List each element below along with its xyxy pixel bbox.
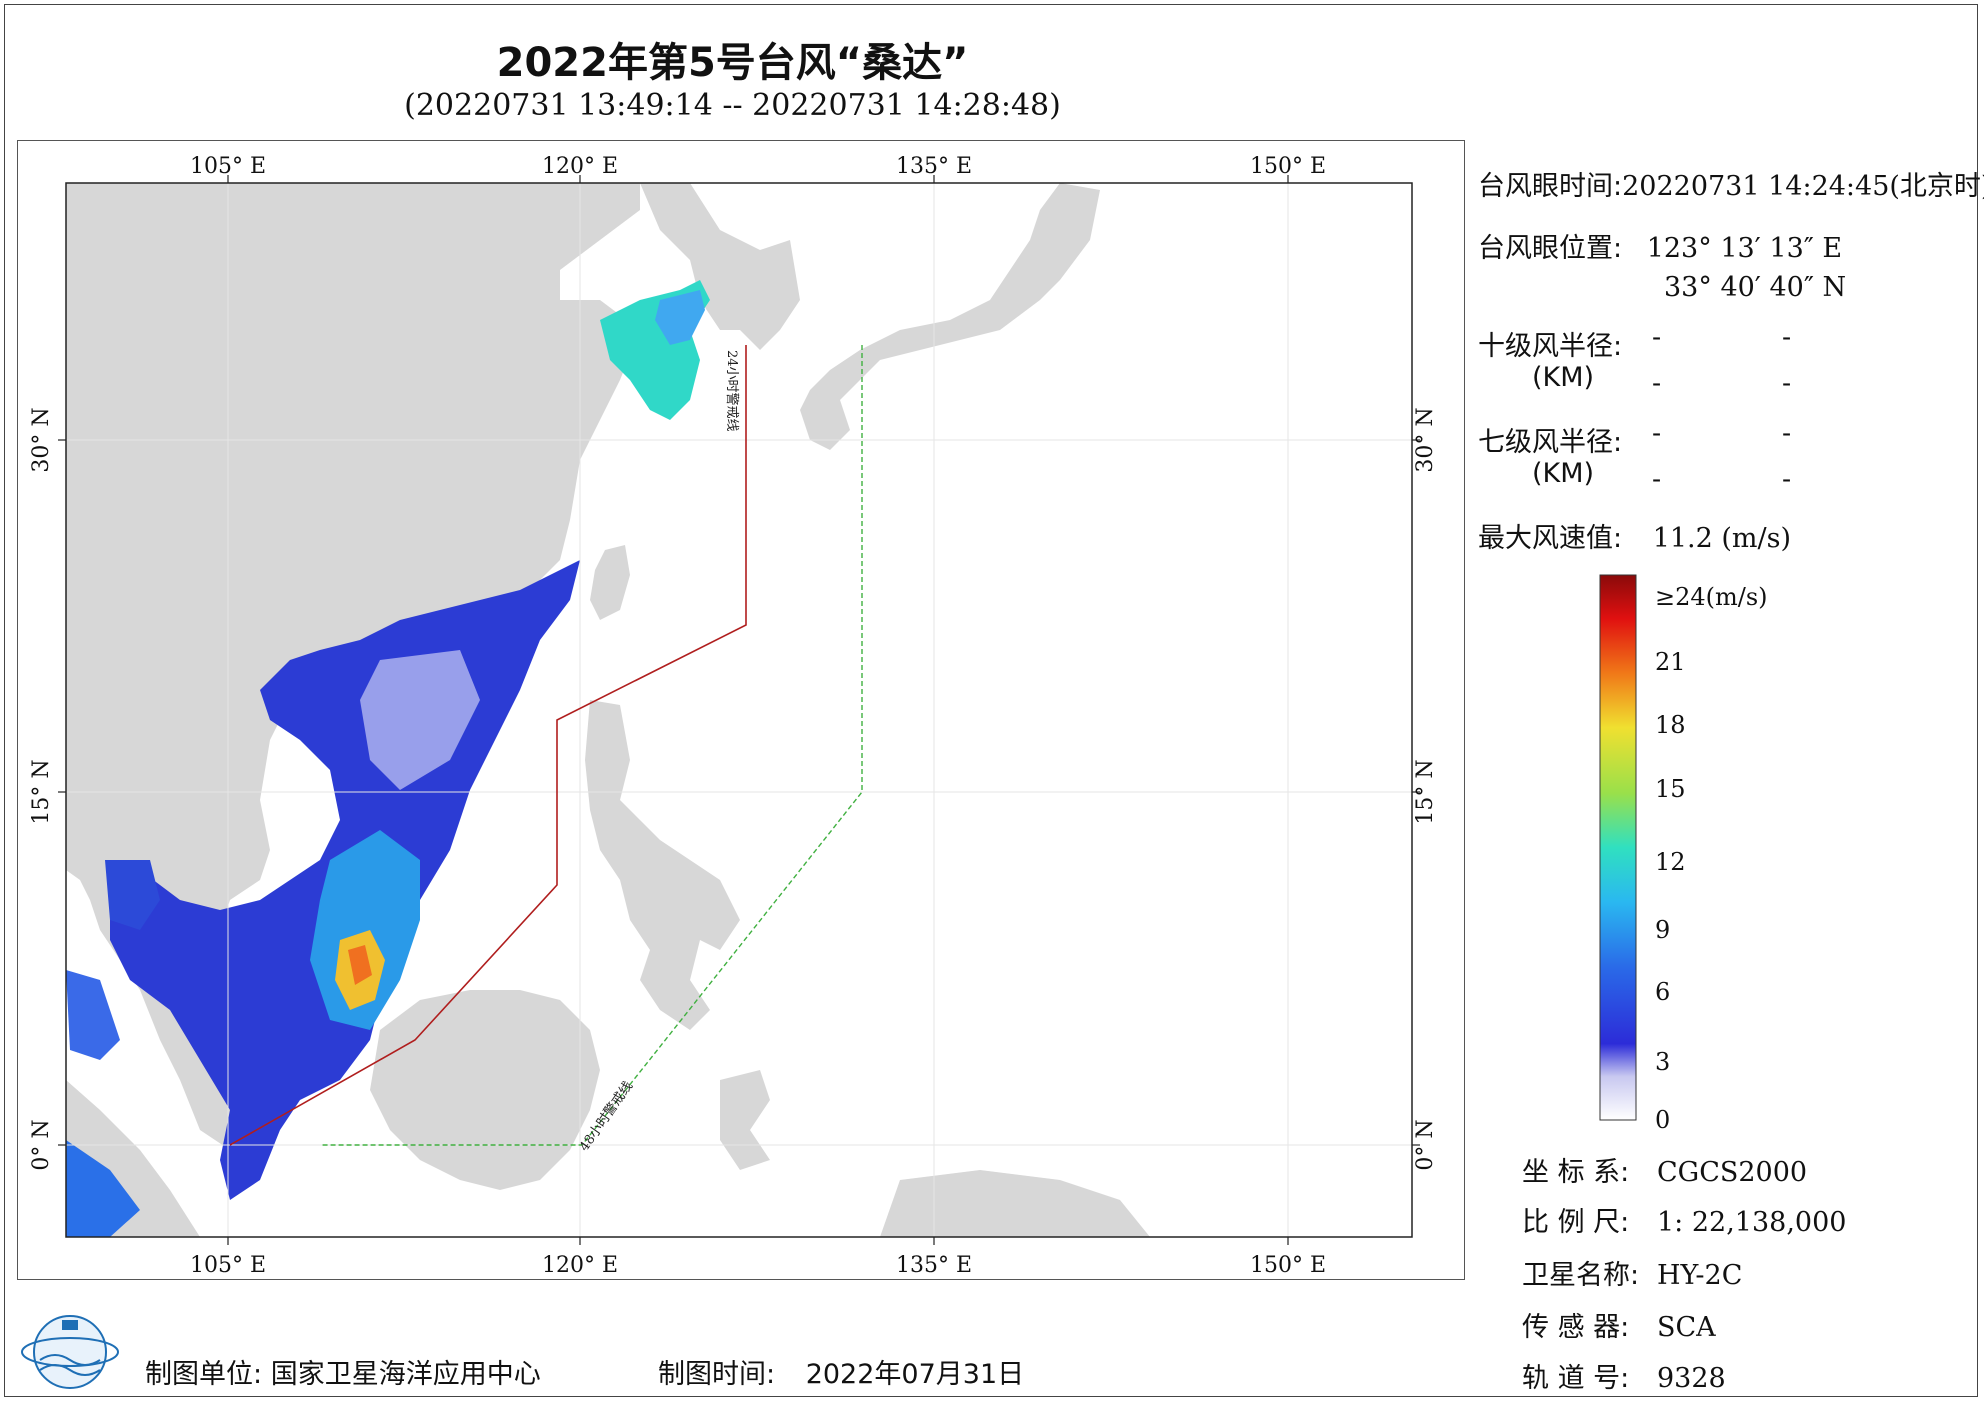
scale-value: 1: 22,138,000	[1657, 1207, 1847, 1238]
colorbar	[1599, 574, 1637, 1121]
scale-label: 比 例 尺:	[1522, 1207, 1630, 1238]
colorbar-label-0: 0	[1655, 1106, 1670, 1134]
r10-dash-2: -	[1782, 322, 1792, 353]
land-kyushu	[800, 390, 850, 450]
footer-unit-value: 国家卫星海洋应用中心	[270, 1359, 541, 1390]
sat-row: 卫星名称: HY-2C	[1522, 1253, 1742, 1292]
land-new-guinea	[880, 1170, 1150, 1237]
wind-swath-gulf	[105, 860, 160, 930]
r10-km-label: (KM)	[1532, 362, 1595, 393]
eye-time-row: 台风眼时间:20220731 14:24:45(北京时)	[1478, 164, 1984, 203]
lon-label-top-105: 105° E	[190, 154, 266, 179]
colorbar-label-18: 18	[1655, 711, 1686, 739]
agency-logo	[21, 1315, 119, 1389]
footer-time: 制图时间: 2022年07月31日	[658, 1352, 1024, 1391]
colorbar-label-6: 6	[1655, 978, 1670, 1006]
footer-time-value: 2022年07月31日	[805, 1359, 1025, 1390]
land-philippines	[585, 700, 740, 1030]
warning-line-24h	[229, 345, 747, 1146]
land-japan	[810, 183, 1100, 410]
lon-label-bottom-120: 120° E	[542, 1253, 618, 1278]
sensor-row: 传 感 器: SCA	[1522, 1305, 1716, 1344]
wind-swath-sumatra	[66, 970, 120, 1060]
lon-label-top-150: 150° E	[1250, 154, 1326, 179]
max-wind-label: 最大风速值:	[1478, 523, 1623, 554]
r10-label: 十级风半径:	[1478, 331, 1623, 362]
r7-km-label: (KM)	[1532, 458, 1595, 489]
eye-time-value: 20220731 14:24:45(北京时)	[1622, 171, 1984, 202]
eye-pos-row: 台风眼位置: 123° 13′ 13″ E	[1478, 226, 1842, 265]
warning-line-48h	[320, 345, 863, 1146]
wind-swath-light	[360, 650, 480, 790]
colorbar-label-12: 12	[1655, 848, 1686, 876]
footer-unit-label: 制图单位:	[145, 1359, 263, 1390]
max-wind-value: 11.2 (m/s)	[1652, 523, 1792, 554]
colorbar-label-21: 21	[1655, 648, 1686, 676]
map-subtitle: (20220731 13:49:14 -- 20220731 14:28:48)	[404, 88, 1061, 123]
lon-label-bottom-135: 135° E	[896, 1253, 972, 1278]
lat-label-left-30: 30° N	[29, 407, 54, 472]
sat-label: 卫星名称:	[1522, 1260, 1640, 1291]
colorbar-label-9: 9	[1655, 916, 1670, 944]
r10-dash-3: -	[1652, 368, 1662, 399]
r10-dash-4: -	[1782, 368, 1792, 399]
orbit-label: 轨 道 号:	[1522, 1363, 1630, 1394]
eye-lat-value: 33° 40′ 40″ N	[1664, 272, 1847, 303]
eye-time-label: 台风眼时间:	[1478, 171, 1623, 202]
colorbar-label-24: ≥24(m/s)	[1655, 583, 1768, 611]
eye-pos-label: 台风眼位置:	[1478, 233, 1623, 264]
graticule	[66, 183, 1412, 1237]
colorbar-label-3: 3	[1655, 1048, 1670, 1076]
lon-label-bottom-105: 105° E	[190, 1253, 266, 1278]
wind-swath-peak	[348, 945, 372, 985]
page-frame	[4, 4, 1978, 1397]
colorbar-label-15: 15	[1655, 775, 1686, 803]
land-borneo	[370, 990, 600, 1190]
max-wind-row: 最大风速值: 11.2 (m/s)	[1478, 516, 1791, 555]
sensor-value: SCA	[1657, 1312, 1716, 1343]
r7-dash-3: -	[1652, 464, 1662, 495]
map-canvas: 24小时警戒线 48小时警戒线	[66, 183, 1412, 1237]
wind-swath-java	[66, 1140, 140, 1237]
scale-row: 比 例 尺: 1: 22,138,000	[1522, 1200, 1846, 1239]
r7-label: 七级风半径:	[1478, 427, 1623, 458]
crs-row: 坐 标 系: CGCS2000	[1522, 1150, 1807, 1189]
warning-24h-label: 24小时警戒线	[724, 350, 740, 432]
footer-time-label: 制图时间:	[658, 1359, 776, 1390]
lat-label-left-15: 15° N	[29, 759, 54, 824]
land-taiwan	[590, 545, 630, 620]
orbit-value: 9328	[1657, 1363, 1726, 1394]
map-border	[65, 182, 1413, 1238]
lat-label-right-30: 30° N	[1413, 407, 1438, 472]
lon-label-bottom-150: 150° E	[1250, 1253, 1326, 1278]
sensor-label: 传 感 器:	[1522, 1312, 1630, 1343]
crs-label: 坐 标 系:	[1522, 1157, 1630, 1188]
r7-dash-1: -	[1652, 418, 1662, 449]
lat-label-right-15: 15° N	[1413, 759, 1438, 824]
ticks	[58, 175, 1420, 1245]
footer-unit: 制图单位: 国家卫星海洋应用中心	[145, 1352, 541, 1391]
lon-label-top-135: 135° E	[896, 154, 972, 179]
land-korea	[640, 183, 800, 350]
crs-value: CGCS2000	[1657, 1157, 1808, 1188]
lon-label-top-120: 120° E	[542, 154, 618, 179]
lat-label-right-0: 0° N	[1413, 1119, 1438, 1170]
lat-label-left-0: 0° N	[29, 1119, 54, 1170]
r7-dash-2: -	[1782, 418, 1792, 449]
orbit-row: 轨 道 号: 9328	[1522, 1356, 1726, 1395]
r7-dash-4: -	[1782, 464, 1792, 495]
map-title: 2022年第5号台风“桑达”	[496, 40, 969, 86]
map-frame	[17, 140, 1465, 1280]
r10-dash-1: -	[1652, 322, 1662, 353]
sat-value: HY-2C	[1657, 1260, 1743, 1291]
wind-swath-north-core	[655, 290, 705, 345]
eye-lon-value: 123° 13′ 13″ E	[1646, 233, 1843, 264]
